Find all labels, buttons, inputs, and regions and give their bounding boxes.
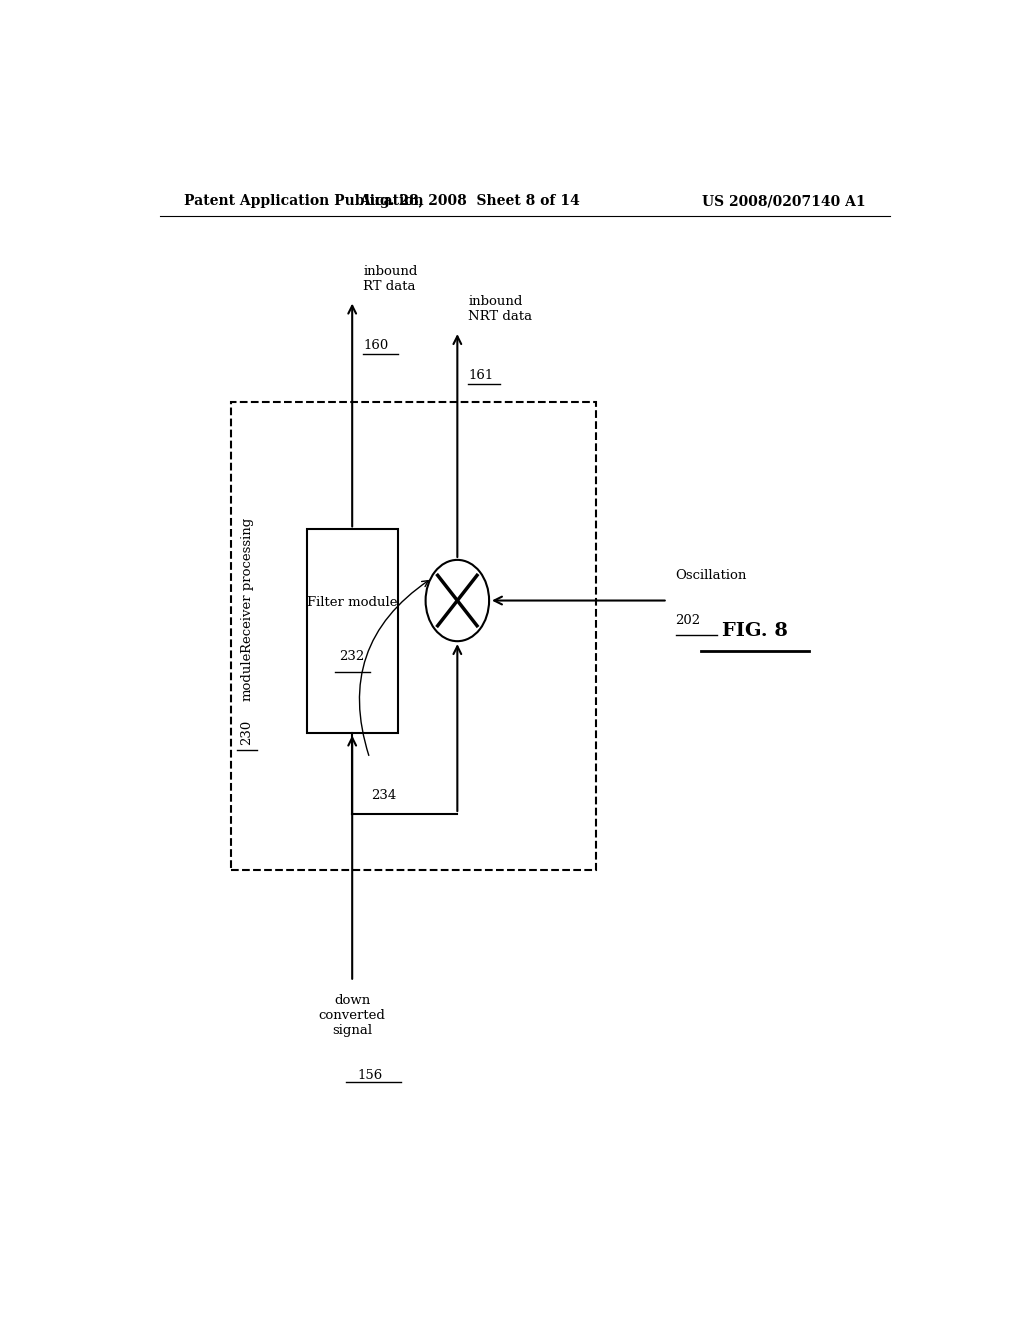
Text: 202: 202 <box>676 614 700 627</box>
Text: Oscillation: Oscillation <box>676 569 746 582</box>
Text: 156: 156 <box>357 1069 382 1082</box>
Text: Receiver processing: Receiver processing <box>241 517 254 653</box>
Text: 234: 234 <box>372 789 396 803</box>
Text: module: module <box>241 652 254 701</box>
Text: inbound
NRT data: inbound NRT data <box>468 296 532 323</box>
Text: FIG. 8: FIG. 8 <box>722 622 787 640</box>
Bar <box>231 403 596 870</box>
Text: down
converted
signal: down converted signal <box>318 994 386 1038</box>
Text: inbound
RT data: inbound RT data <box>364 264 418 293</box>
Text: 232: 232 <box>340 649 365 663</box>
Text: 230: 230 <box>241 719 254 746</box>
Text: 161: 161 <box>468 370 494 381</box>
Text: Patent Application Publication: Patent Application Publication <box>183 194 423 209</box>
Text: 160: 160 <box>364 338 388 351</box>
Circle shape <box>426 560 489 642</box>
Text: US 2008/0207140 A1: US 2008/0207140 A1 <box>702 194 866 209</box>
Text: Filter module: Filter module <box>307 597 397 609</box>
Bar <box>306 529 397 733</box>
Text: Aug. 28, 2008  Sheet 8 of 14: Aug. 28, 2008 Sheet 8 of 14 <box>358 194 580 209</box>
FancyArrowPatch shape <box>359 581 428 755</box>
